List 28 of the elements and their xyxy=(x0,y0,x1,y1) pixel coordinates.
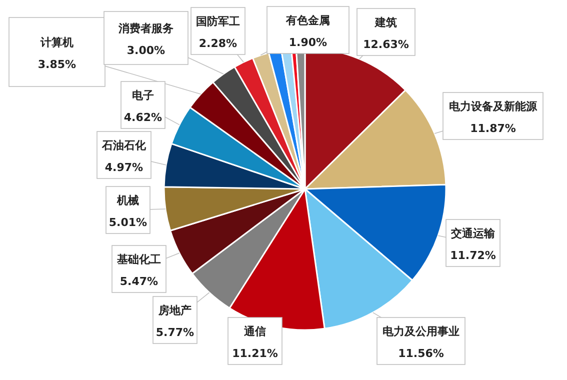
data-label: 3.85% xyxy=(38,58,76,71)
data-label: 11.72% xyxy=(450,249,496,262)
slice-label: 房地产 xyxy=(158,304,192,317)
data-label: 5.77% xyxy=(156,326,194,339)
slice-label: 计算机 xyxy=(40,36,74,49)
slice-label: 消费者服务 xyxy=(118,22,174,35)
slice-label: 石油石化 xyxy=(101,139,147,152)
slice-label: 通信 xyxy=(243,325,266,338)
slice-label: 建筑 xyxy=(374,16,397,29)
slice-label: 国防军工 xyxy=(196,15,240,28)
data-label: 11.56% xyxy=(398,347,444,360)
data-label: 4.62% xyxy=(124,111,162,124)
data-label: 3.00% xyxy=(126,44,166,57)
slice-label: 机械 xyxy=(116,194,139,207)
slice-label: 基础化工 xyxy=(116,253,161,266)
data-label: 2.28% xyxy=(198,37,238,50)
data-label: 5.01% xyxy=(108,216,148,229)
slice-label: 有色金属 xyxy=(285,14,330,27)
slice-label: 电力设备及新能源 xyxy=(449,100,538,113)
slice-label: 电力及公用事业 xyxy=(382,325,460,338)
data-label: 4.97% xyxy=(104,161,144,174)
data-label: 11.21% xyxy=(232,347,278,360)
data-label: 5.47% xyxy=(120,275,158,288)
slice-label: 交通运输 xyxy=(450,227,496,240)
slice-label: 电子 xyxy=(132,89,154,102)
data-label: 1.90% xyxy=(288,36,328,49)
data-label: 12.63% xyxy=(363,38,409,51)
data-label: 11.87% xyxy=(470,122,516,135)
